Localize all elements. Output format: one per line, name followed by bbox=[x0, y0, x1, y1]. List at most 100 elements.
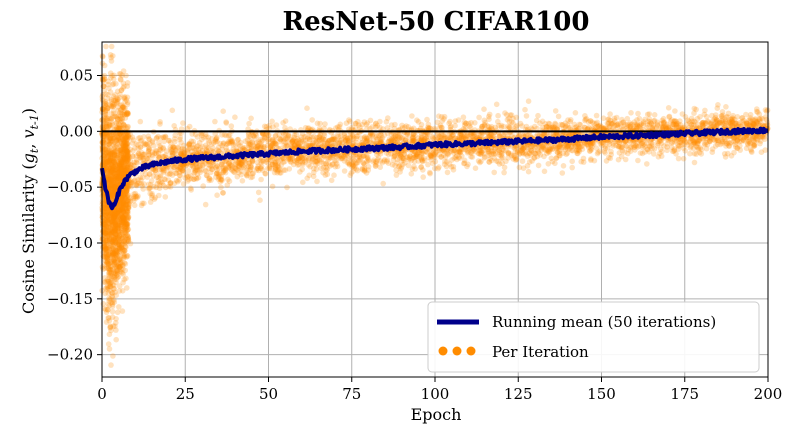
scatter-point bbox=[606, 116, 612, 123]
scatter-point bbox=[644, 161, 650, 167]
scatter-point bbox=[123, 72, 129, 79]
scatter-point bbox=[134, 194, 141, 200]
scatter-point bbox=[137, 144, 144, 151]
scatter-point bbox=[639, 142, 646, 149]
scatter-point bbox=[249, 139, 255, 146]
scatter-point bbox=[444, 158, 450, 165]
scatter-point bbox=[192, 131, 199, 138]
scatter-point bbox=[157, 121, 163, 127]
scatter-point bbox=[748, 146, 754, 153]
scatter-point bbox=[172, 150, 178, 156]
scatter-point bbox=[193, 166, 199, 172]
scatter-point bbox=[643, 140, 650, 147]
scatter-point bbox=[456, 155, 463, 161]
scatter-point bbox=[290, 138, 296, 144]
scatter-point bbox=[372, 163, 379, 169]
scatter-point bbox=[751, 141, 758, 148]
scatter-point bbox=[162, 194, 169, 200]
scatter-point bbox=[155, 178, 162, 184]
scatter-point bbox=[606, 124, 613, 131]
scatter-point bbox=[622, 149, 628, 155]
scatter-point bbox=[416, 154, 423, 160]
scatter-point bbox=[104, 233, 111, 239]
scatter-point bbox=[534, 147, 541, 153]
scatter-point bbox=[123, 167, 129, 173]
scatter-point bbox=[594, 150, 601, 157]
scatter-point bbox=[342, 137, 349, 144]
scatter-point bbox=[177, 172, 183, 179]
scatter-point bbox=[725, 150, 731, 157]
scatter-point bbox=[722, 123, 728, 129]
scatter-point bbox=[619, 144, 625, 150]
scatter-point bbox=[346, 161, 353, 168]
scatter-point bbox=[149, 195, 155, 201]
scatter-point bbox=[266, 136, 273, 143]
scatter-point bbox=[655, 138, 661, 145]
scatter-point bbox=[569, 158, 575, 165]
scatter-point bbox=[492, 124, 499, 131]
scatter-point bbox=[266, 164, 273, 170]
scatter-point bbox=[607, 111, 613, 117]
scatter-point bbox=[461, 119, 468, 126]
scatter-point bbox=[747, 140, 753, 146]
scatter-point bbox=[553, 155, 560, 162]
scatter-point bbox=[266, 122, 273, 129]
scatter-point bbox=[280, 138, 287, 144]
scatter-point bbox=[392, 133, 398, 139]
scatter-point bbox=[498, 149, 505, 156]
scatter-point bbox=[181, 147, 188, 153]
scatter-point bbox=[455, 117, 462, 123]
scatter-point bbox=[314, 120, 321, 127]
scatter-point bbox=[535, 162, 542, 169]
scatter-point bbox=[733, 139, 739, 145]
scatter-point bbox=[528, 147, 535, 154]
scatter-point bbox=[749, 149, 755, 155]
scatter-point bbox=[640, 120, 647, 126]
scatter-point bbox=[429, 133, 436, 140]
scatter-point bbox=[665, 105, 672, 111]
scatter-point bbox=[318, 159, 324, 165]
scatter-point bbox=[654, 142, 661, 149]
scatter-point bbox=[377, 138, 384, 144]
scatter-point bbox=[653, 124, 660, 131]
scatter-point bbox=[502, 110, 508, 116]
scatter-point bbox=[712, 114, 719, 121]
scatter-point bbox=[329, 162, 336, 168]
scatter-point bbox=[572, 110, 579, 116]
scatter-point bbox=[269, 183, 276, 190]
scatter-point bbox=[418, 151, 425, 157]
scatter-point bbox=[587, 118, 593, 124]
scatter-point bbox=[531, 155, 537, 161]
scatter-point bbox=[167, 180, 173, 187]
scatter-point bbox=[267, 156, 274, 163]
scatter-point bbox=[615, 143, 622, 150]
scatter-point bbox=[679, 142, 685, 148]
scatter-point bbox=[149, 192, 155, 199]
scatter-point bbox=[362, 136, 368, 142]
scatter-point bbox=[593, 145, 600, 151]
scatter-point bbox=[153, 148, 160, 154]
scatter-point bbox=[552, 160, 558, 167]
scatter-point bbox=[250, 133, 257, 139]
scatter-point bbox=[310, 153, 317, 160]
scatter-point bbox=[659, 125, 666, 131]
scatter-point bbox=[336, 123, 343, 130]
scatter-point bbox=[403, 123, 410, 129]
scatter-point bbox=[655, 154, 662, 160]
scatter-point bbox=[425, 161, 431, 168]
scatter-point bbox=[624, 115, 631, 122]
scatter-point bbox=[255, 163, 262, 169]
scatter-point bbox=[649, 125, 656, 131]
scatter-point bbox=[157, 119, 163, 125]
scatter-point bbox=[265, 137, 272, 143]
scatter-point bbox=[651, 112, 658, 118]
scatter-point bbox=[501, 169, 507, 176]
scatter-point bbox=[308, 158, 315, 164]
scatter-point bbox=[203, 172, 210, 179]
scatter-point bbox=[481, 117, 488, 124]
scatter-point bbox=[160, 165, 166, 172]
scatter-point bbox=[181, 150, 187, 156]
scatter-point bbox=[693, 106, 699, 113]
scatter-point bbox=[754, 106, 760, 112]
scatter-point bbox=[351, 165, 358, 172]
